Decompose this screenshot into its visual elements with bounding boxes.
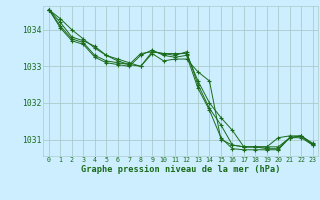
X-axis label: Graphe pression niveau de la mer (hPa): Graphe pression niveau de la mer (hPa) — [81, 165, 281, 174]
